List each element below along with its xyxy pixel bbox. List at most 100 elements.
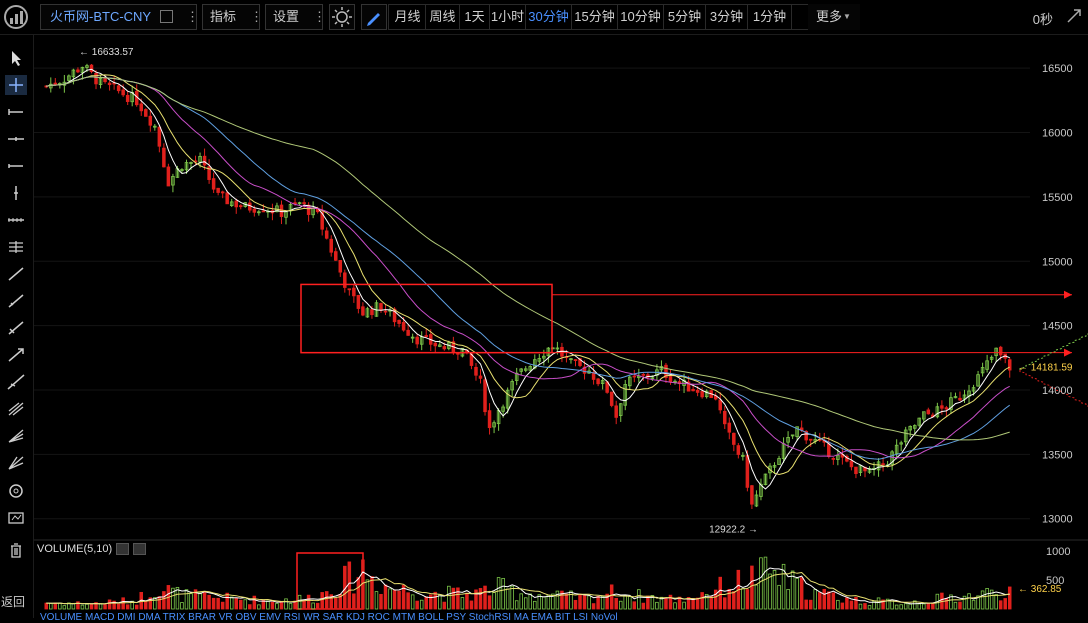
candle-body xyxy=(736,445,741,455)
candle-body xyxy=(976,374,980,387)
theme-toggle-button[interactable] xyxy=(329,4,355,30)
candle-body xyxy=(229,201,234,206)
period-tab[interactable]: 3分钟 xyxy=(706,4,748,30)
compare-icon[interactable] xyxy=(160,10,173,23)
pitchfork-icon[interactable] xyxy=(5,399,27,419)
volume-bar xyxy=(243,599,248,610)
vertical-line-icon[interactable] xyxy=(5,183,27,203)
fib-fan-icon[interactable] xyxy=(5,426,27,446)
candle-body xyxy=(763,473,768,485)
candle-body xyxy=(682,379,686,386)
volume-bar xyxy=(216,597,220,610)
candle-body xyxy=(474,366,478,376)
cursor-icon[interactable] xyxy=(5,48,27,68)
settings-menu-icon[interactable]: ⋮ xyxy=(313,9,326,24)
volume-bar xyxy=(478,588,483,610)
volume-bar xyxy=(483,585,487,610)
candle-body xyxy=(926,409,931,415)
extended-line-icon[interactable] xyxy=(5,372,27,392)
period-tab[interactable]: 月线 xyxy=(390,4,426,30)
period-tab[interactable]: 5分钟 xyxy=(664,4,706,30)
fib-spiral-icon[interactable] xyxy=(5,480,27,500)
volume-bar xyxy=(808,599,813,610)
trash-icon[interactable] xyxy=(5,540,27,560)
candle-body xyxy=(487,410,492,429)
volume-bar xyxy=(456,587,460,610)
candle-body xyxy=(329,238,333,253)
volume-bar xyxy=(148,597,153,610)
indicators-button[interactable]: 指标 ⋮ xyxy=(202,4,263,30)
settings-button[interactable]: 设置 ⋮ xyxy=(265,4,326,30)
close-icon[interactable] xyxy=(133,543,146,555)
volume-bar xyxy=(392,589,397,610)
candle-body xyxy=(958,397,962,401)
arrow-line-icon[interactable] xyxy=(5,345,27,365)
candle-body xyxy=(745,455,750,488)
horizontal-line-icon[interactable] xyxy=(5,129,27,149)
volume-bar xyxy=(442,601,447,610)
indicators-menu-icon[interactable]: ⋮ xyxy=(250,9,263,24)
candle-body xyxy=(790,434,795,437)
period-tab[interactable]: 15分钟 xyxy=(572,4,618,30)
volume-bar xyxy=(623,595,628,610)
volume-bar xyxy=(700,592,704,610)
low-price-label: 12922.2 → xyxy=(709,525,758,536)
price-tick-label: 13000 xyxy=(1042,514,1073,526)
candle-body xyxy=(732,432,736,445)
price-range-icon[interactable] xyxy=(5,210,27,230)
symbol-selector[interactable]: 火币网-BTC-CNY ⋮ xyxy=(40,4,199,30)
volume-bar xyxy=(759,557,763,610)
candle-body xyxy=(808,438,813,441)
period-tab[interactable]: 30分钟 xyxy=(526,4,572,30)
horizontal-ray-icon[interactable] xyxy=(5,102,27,122)
gann-fan-icon[interactable] xyxy=(5,453,27,473)
horizontal-segment-icon[interactable] xyxy=(5,156,27,176)
volume-bar xyxy=(804,599,808,610)
volume-bar xyxy=(569,590,573,610)
symbol-menu-icon[interactable]: ⋮ xyxy=(186,9,199,24)
candle-body xyxy=(442,346,447,350)
period-tab[interactable]: 1天 xyxy=(460,4,490,30)
period-tab[interactable]: 周线 xyxy=(426,4,460,30)
volume-bar xyxy=(727,588,732,610)
back-button[interactable]: 返回 xyxy=(1,595,26,609)
candle-body xyxy=(922,411,926,420)
volume-bar xyxy=(745,589,750,610)
candle-body xyxy=(107,82,112,86)
volume-bar xyxy=(605,593,609,610)
volume-bar xyxy=(528,593,533,610)
more-periods-button[interactable]: 更多 ▼ xyxy=(808,4,860,30)
candle-body xyxy=(162,147,166,168)
symbol-label: 火币网-BTC-CNY xyxy=(50,9,152,24)
crosshair-icon[interactable] xyxy=(5,75,27,95)
volume-bar xyxy=(582,594,587,610)
period-tab[interactable]: 1分钟 xyxy=(748,4,792,30)
pattern-icon[interactable] xyxy=(5,507,27,527)
period-tab[interactable]: 1小时 xyxy=(490,4,526,30)
volume-bar xyxy=(894,604,899,610)
volume-bar xyxy=(469,600,474,610)
price-tick-label: 16000 xyxy=(1042,128,1073,140)
annotations xyxy=(296,283,1088,610)
volume-bar xyxy=(989,589,994,610)
trend-angle-icon[interactable] xyxy=(5,291,27,311)
expand-icon[interactable] xyxy=(1066,8,1082,24)
volume-bar xyxy=(632,601,637,610)
parallel-lines-icon[interactable] xyxy=(5,237,27,257)
volume-bar xyxy=(555,590,560,610)
draw-button[interactable] xyxy=(361,4,387,30)
candle-body xyxy=(189,162,193,164)
ma5-line xyxy=(46,68,1010,490)
trend-arrow-icon[interactable] xyxy=(5,318,27,338)
candle-body xyxy=(383,310,388,313)
trend-line-icon[interactable] xyxy=(5,264,27,284)
period-tab[interactable]: 10分钟 xyxy=(618,4,664,30)
volume-bar xyxy=(614,597,618,610)
candle-body xyxy=(980,367,985,374)
gear-icon[interactable] xyxy=(116,543,129,555)
volume-bar xyxy=(962,595,967,610)
volume-bar xyxy=(275,603,279,610)
volume-bar xyxy=(379,593,383,610)
volume-bar xyxy=(564,593,569,610)
